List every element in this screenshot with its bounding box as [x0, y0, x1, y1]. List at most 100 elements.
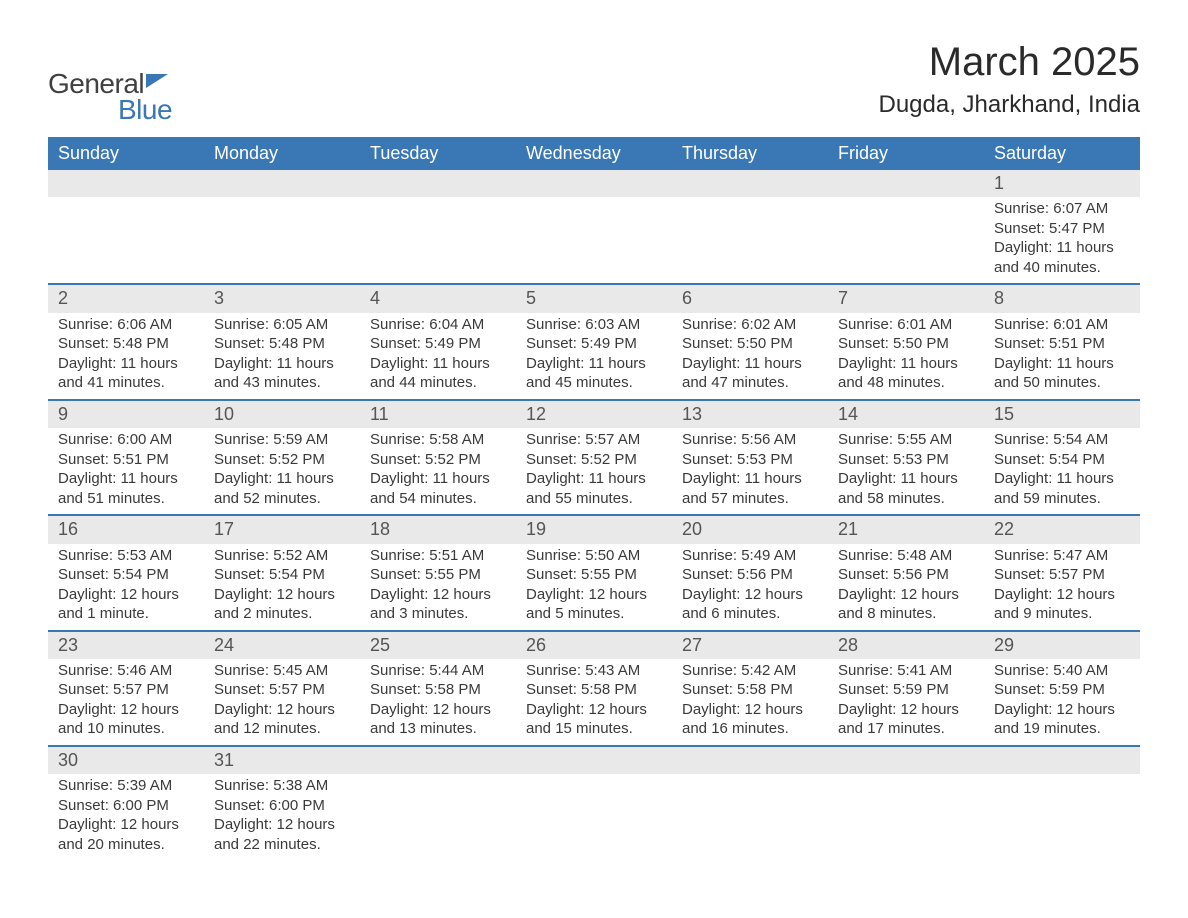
daylight-text: Daylight: 11 hours: [838, 469, 974, 489]
weekday-header: Thursday: [672, 137, 828, 170]
day-details: Sunrise: 6:07 AMSunset: 5:47 PMDaylight:…: [984, 197, 1140, 284]
sunset-text: Sunset: 5:52 PM: [214, 450, 350, 470]
daynum-row: 9101112131415: [48, 400, 1140, 428]
daylight-text: Daylight: 12 hours: [58, 815, 194, 835]
daylight-text: Daylight: 12 hours: [214, 585, 350, 605]
day-number: [672, 170, 828, 197]
sunset-text: Sunset: 5:54 PM: [994, 450, 1130, 470]
daylight-text: and 48 minutes.: [838, 373, 974, 393]
sunset-text: Sunset: 5:51 PM: [994, 334, 1130, 354]
sunrise-text: Sunrise: 5:54 AM: [994, 430, 1130, 450]
day-number: [984, 746, 1140, 774]
daylight-text: and 19 minutes.: [994, 719, 1130, 739]
sunset-text: Sunset: 5:50 PM: [838, 334, 974, 354]
daylight-text: Daylight: 11 hours: [994, 354, 1130, 374]
sunrise-text: Sunrise: 5:52 AM: [214, 546, 350, 566]
day-number: 17: [204, 515, 360, 543]
sunrise-text: Sunrise: 5:50 AM: [526, 546, 662, 566]
weekday-header: Wednesday: [516, 137, 672, 170]
sunset-text: Sunset: 6:00 PM: [58, 796, 194, 816]
day-number: 11: [360, 400, 516, 428]
weekday-header-row: Sunday Monday Tuesday Wednesday Thursday…: [48, 137, 1140, 170]
day-number: 26: [516, 631, 672, 659]
daylight-text: Daylight: 11 hours: [526, 469, 662, 489]
details-row: Sunrise: 6:00 AMSunset: 5:51 PMDaylight:…: [48, 428, 1140, 515]
day-number: 8: [984, 284, 1140, 312]
day-number: 28: [828, 631, 984, 659]
daylight-text: Daylight: 12 hours: [526, 700, 662, 720]
day-number: 1: [984, 170, 1140, 197]
sunset-text: Sunset: 5:58 PM: [682, 680, 818, 700]
daylight-text: and 43 minutes.: [214, 373, 350, 393]
daylight-text: and 44 minutes.: [370, 373, 506, 393]
day-details: [828, 197, 984, 284]
day-details: Sunrise: 6:03 AMSunset: 5:49 PMDaylight:…: [516, 313, 672, 400]
daylight-text: Daylight: 12 hours: [58, 700, 194, 720]
day-details: Sunrise: 5:47 AMSunset: 5:57 PMDaylight:…: [984, 544, 1140, 631]
daylight-text: Daylight: 11 hours: [838, 354, 974, 374]
day-number: 6: [672, 284, 828, 312]
day-details: [672, 197, 828, 284]
sunrise-text: Sunrise: 5:57 AM: [526, 430, 662, 450]
weekday-header: Saturday: [984, 137, 1140, 170]
sunset-text: Sunset: 5:53 PM: [682, 450, 818, 470]
sunrise-text: Sunrise: 6:02 AM: [682, 315, 818, 335]
day-details: Sunrise: 6:04 AMSunset: 5:49 PMDaylight:…: [360, 313, 516, 400]
day-details: Sunrise: 5:53 AMSunset: 5:54 PMDaylight:…: [48, 544, 204, 631]
daylight-text: and 57 minutes.: [682, 489, 818, 509]
weekday-header: Sunday: [48, 137, 204, 170]
details-row: Sunrise: 5:46 AMSunset: 5:57 PMDaylight:…: [48, 659, 1140, 746]
day-details: Sunrise: 6:01 AMSunset: 5:51 PMDaylight:…: [984, 313, 1140, 400]
sunrise-text: Sunrise: 6:06 AM: [58, 315, 194, 335]
day-details: Sunrise: 5:49 AMSunset: 5:56 PMDaylight:…: [672, 544, 828, 631]
sunrise-text: Sunrise: 6:01 AM: [994, 315, 1130, 335]
sunset-text: Sunset: 5:50 PM: [682, 334, 818, 354]
day-details: Sunrise: 5:59 AMSunset: 5:52 PMDaylight:…: [204, 428, 360, 515]
sunset-text: Sunset: 5:59 PM: [994, 680, 1130, 700]
day-details: Sunrise: 6:00 AMSunset: 5:51 PMDaylight:…: [48, 428, 204, 515]
daynum-row: 2345678: [48, 284, 1140, 312]
daylight-text: Daylight: 12 hours: [214, 700, 350, 720]
daylight-text: and 2 minutes.: [214, 604, 350, 624]
sunset-text: Sunset: 5:48 PM: [58, 334, 194, 354]
sunrise-text: Sunrise: 6:01 AM: [838, 315, 974, 335]
sunset-text: Sunset: 5:58 PM: [526, 680, 662, 700]
sunrise-text: Sunrise: 6:05 AM: [214, 315, 350, 335]
sunrise-text: Sunrise: 5:38 AM: [214, 776, 350, 796]
daylight-text: and 58 minutes.: [838, 489, 974, 509]
sunset-text: Sunset: 5:56 PM: [682, 565, 818, 585]
daylight-text: Daylight: 11 hours: [682, 469, 818, 489]
sunset-text: Sunset: 5:49 PM: [526, 334, 662, 354]
daynum-row: 1: [48, 170, 1140, 197]
day-number: 10: [204, 400, 360, 428]
daylight-text: Daylight: 12 hours: [58, 585, 194, 605]
day-details: Sunrise: 5:57 AMSunset: 5:52 PMDaylight:…: [516, 428, 672, 515]
day-number: [204, 170, 360, 197]
day-number: 20: [672, 515, 828, 543]
day-details: [516, 197, 672, 284]
day-number: 2: [48, 284, 204, 312]
day-number: 30: [48, 746, 204, 774]
daylight-text: Daylight: 11 hours: [682, 354, 818, 374]
day-number: 18: [360, 515, 516, 543]
day-number: [360, 170, 516, 197]
sunrise-text: Sunrise: 5:39 AM: [58, 776, 194, 796]
sunset-text: Sunset: 5:52 PM: [370, 450, 506, 470]
weekday-header: Friday: [828, 137, 984, 170]
day-details: Sunrise: 5:52 AMSunset: 5:54 PMDaylight:…: [204, 544, 360, 631]
daylight-text: and 54 minutes.: [370, 489, 506, 509]
daylight-text: and 10 minutes.: [58, 719, 194, 739]
day-details: Sunrise: 5:55 AMSunset: 5:53 PMDaylight:…: [828, 428, 984, 515]
day-number: 19: [516, 515, 672, 543]
sunset-text: Sunset: 5:54 PM: [58, 565, 194, 585]
details-row: Sunrise: 6:06 AMSunset: 5:48 PMDaylight:…: [48, 313, 1140, 400]
logo: General Blue: [48, 68, 172, 126]
details-row: Sunrise: 6:07 AMSunset: 5:47 PMDaylight:…: [48, 197, 1140, 284]
page-title: March 2025: [878, 40, 1140, 85]
daylight-text: Daylight: 11 hours: [214, 354, 350, 374]
day-details: [360, 197, 516, 284]
logo-word2: Blue: [118, 94, 172, 126]
sunset-text: Sunset: 5:48 PM: [214, 334, 350, 354]
day-details: Sunrise: 6:05 AMSunset: 5:48 PMDaylight:…: [204, 313, 360, 400]
sunrise-text: Sunrise: 5:42 AM: [682, 661, 818, 681]
